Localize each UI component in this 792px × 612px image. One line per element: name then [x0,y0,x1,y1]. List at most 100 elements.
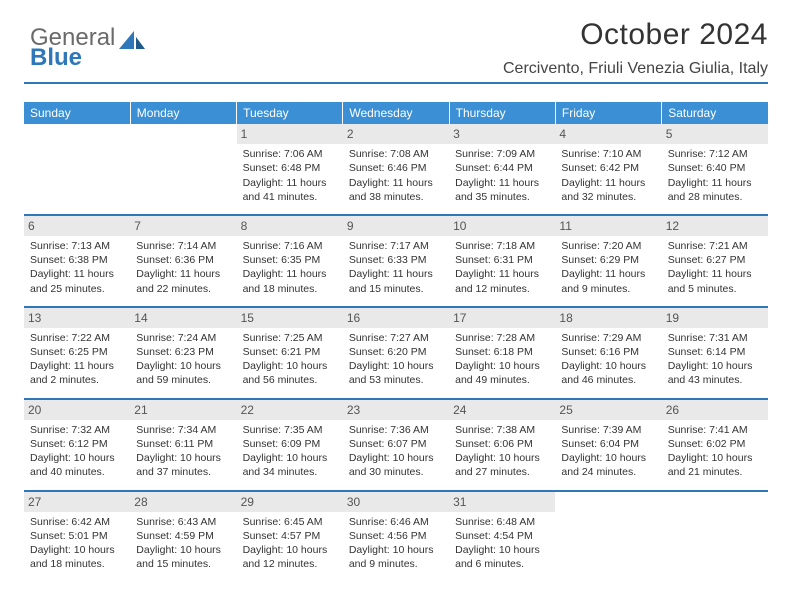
day-detail: Sunrise: 7:31 AMSunset: 6:14 PMDaylight:… [668,331,762,388]
calendar-day-cell: 25Sunrise: 7:39 AMSunset: 6:04 PMDayligh… [555,399,661,491]
calendar-day-cell: 3Sunrise: 7:09 AMSunset: 6:44 PMDaylight… [449,124,555,215]
day-detail: Sunrise: 7:12 AMSunset: 6:40 PMDaylight:… [668,147,762,204]
day-number: 29 [237,492,343,512]
day-number: 23 [343,400,449,420]
calendar-day-cell [555,491,661,582]
day-number: 13 [24,308,130,328]
calendar-day-cell: 9 Sunrise: 7:17 AMSunset: 6:33 PMDaylight… [343,215,449,307]
day-number: 2 [343,124,449,144]
calendar-week-row: 27 Sunrise: 6:42 AMSunset: 5:01 PMDayligh… [24,491,768,582]
day-detail: Sunrise: 7:21 AMSunset: 6:27 PMDaylight:… [668,239,762,296]
day-number: 12 [662,216,768,236]
day-detail: Sunrise: 7:32 AMSunset: 6:12 PMDaylight:… [30,423,124,480]
day-detail: Sunrise: 7:10 AMSunset: 6:42 PMDaylight:… [561,147,655,204]
day-number: 6 [24,216,130,236]
calendar-week-row: 13 Sunrise: 7:22 AMSunset: 6:25 PMDayligh… [24,307,768,399]
day-detail: Sunrise: 7:41 AMSunset: 6:02 PMDaylight:… [668,423,762,480]
weekday-header-row: Sunday Monday Tuesday Wednesday Thursday… [24,102,768,124]
weekday-header: Sunday [24,102,130,124]
day-number: 19 [662,308,768,328]
day-number: 8 [237,216,343,236]
calendar-day-cell: 10Sunrise: 7:18 AMSunset: 6:31 PMDayligh… [449,215,555,307]
day-number: 31 [449,492,555,512]
calendar-day-cell: 1 Sunrise: 7:06 AMSunset: 6:48 PMDaylight… [237,124,343,215]
day-detail: Sunrise: 7:17 AMSunset: 6:33 PMDaylight:… [349,239,443,296]
calendar-day-cell: 31 Sunrise: 6:48 AMSunset: 4:54 PMDayligh… [449,491,555,582]
calendar-day-cell: 19 Sunrise: 7:31 AMSunset: 6:14 PMDayligh… [662,307,768,399]
calendar-day-cell: 15 Sunrise: 7:25 AMSunset: 6:21 PMDayligh… [237,307,343,399]
day-number: 24 [449,400,555,420]
day-number: 7 [130,216,236,236]
calendar-table: Sunday Monday Tuesday Wednesday Thursday… [24,102,768,581]
day-detail: Sunrise: 6:42 AMSunset: 5:01 PMDaylight:… [30,515,124,572]
calendar-week-row: 20Sunrise: 7:32 AMSunset: 6:12 PMDayligh… [24,399,768,491]
day-detail: Sunrise: 7:06 AMSunset: 6:48 PMDaylight:… [243,147,337,204]
day-detail: Sunrise: 7:22 AMSunset: 6:25 PMDaylight:… [30,331,124,388]
day-detail: Sunrise: 7:27 AMSunset: 6:20 PMDaylight:… [349,331,443,388]
calendar-day-cell: 21 Sunrise: 7:34 AMSunset: 6:11 PMDayligh… [130,399,236,491]
day-number: 3 [449,124,555,144]
weekday-header: Tuesday [237,102,343,124]
day-number: 10 [449,216,555,236]
day-number: 15 [237,308,343,328]
calendar-day-cell: 18 Sunrise: 7:29 AMSunset: 6:16 PMDayligh… [555,307,661,399]
day-detail: Sunrise: 7:39 AMSunset: 6:04 PMDaylight:… [561,423,655,480]
weekday-header: Friday [555,102,661,124]
calendar-day-cell: 30Sunrise: 6:46 AMSunset: 4:56 PMDayligh… [343,491,449,582]
calendar-day-cell: 12 Sunrise: 7:21 AMSunset: 6:27 PMDayligh… [662,215,768,307]
day-number: 18 [555,308,661,328]
calendar-day-cell: 26Sunrise: 7:41 AMSunset: 6:02 PMDayligh… [662,399,768,491]
calendar-day-cell: 27 Sunrise: 6:42 AMSunset: 5:01 PMDayligh… [24,491,130,582]
calendar-day-cell: 23 Sunrise: 7:36 AMSunset: 6:07 PMDayligh… [343,399,449,491]
calendar-day-cell: 2 Sunrise: 7:08 AMSunset: 6:46 PMDaylight… [343,124,449,215]
day-detail: Sunrise: 6:45 AMSunset: 4:57 PMDaylight:… [243,515,337,572]
day-detail: Sunrise: 7:14 AMSunset: 6:36 PMDaylight:… [136,239,230,296]
calendar-day-cell: 29 Sunrise: 6:45 AMSunset: 4:57 PMDayligh… [237,491,343,582]
day-number: 1 [237,124,343,144]
day-detail: Sunrise: 7:34 AMSunset: 6:11 PMDaylight:… [136,423,230,480]
day-number: 16 [343,308,449,328]
calendar-day-cell: 28Sunrise: 6:43 AMSunset: 4:59 PMDayligh… [130,491,236,582]
calendar-day-cell: 22Sunrise: 7:35 AMSunset: 6:09 PMDayligh… [237,399,343,491]
day-detail: Sunrise: 7:16 AMSunset: 6:35 PMDaylight:… [243,239,337,296]
day-number: 28 [130,492,236,512]
calendar-day-cell: 14 Sunrise: 7:24 AMSunset: 6:23 PMDayligh… [130,307,236,399]
day-number: 27 [24,492,130,512]
weekday-header: Wednesday [343,102,449,124]
day-number: 11 [555,216,661,236]
day-number: 9 [343,216,449,236]
day-number: 21 [130,400,236,420]
day-detail: Sunrise: 7:29 AMSunset: 6:16 PMDaylight:… [561,331,655,388]
day-number: 14 [130,308,236,328]
calendar-day-cell: 7 Sunrise: 7:14 AMSunset: 6:36 PMDaylight… [130,215,236,307]
calendar-day-cell: 17Sunrise: 7:28 AMSunset: 6:18 PMDayligh… [449,307,555,399]
weekday-header: Thursday [449,102,555,124]
month-title: October 2024 [24,18,768,52]
day-detail: Sunrise: 7:25 AMSunset: 6:21 PMDaylight:… [243,331,337,388]
day-detail: Sunrise: 7:28 AMSunset: 6:18 PMDaylight:… [455,331,549,388]
calendar-day-cell: 11 Sunrise: 7:20 AMSunset: 6:29 PMDayligh… [555,215,661,307]
calendar-day-cell: 24 Sunrise: 7:38 AMSunset: 6:06 PMDayligh… [449,399,555,491]
day-detail: Sunrise: 7:20 AMSunset: 6:29 PMDaylight:… [561,239,655,296]
calendar-day-cell: 5 Sunrise: 7:12 AMSunset: 6:40 PMDaylight… [662,124,768,215]
day-detail: Sunrise: 7:36 AMSunset: 6:07 PMDaylight:… [349,423,443,480]
header: General Blue October 2024 Cercivento, Fr… [24,18,768,96]
calendar-day-cell: 4Sunrise: 7:10 AMSunset: 6:42 PMDaylight… [555,124,661,215]
calendar-day-cell: 13 Sunrise: 7:22 AMSunset: 6:25 PMDayligh… [24,307,130,399]
calendar-day-cell: 8 Sunrise: 7:16 AMSunset: 6:35 PMDaylight… [237,215,343,307]
day-number: 5 [662,124,768,144]
day-number: 22 [237,400,343,420]
calendar-day-cell: 6 Sunrise: 7:13 AMSunset: 6:38 PMDaylight… [24,215,130,307]
location-line: Cercivento, Friuli Venezia Giulia, Italy [24,60,768,84]
calendar-day-cell: 16 Sunrise: 7:27 AMSunset: 6:20 PMDayligh… [343,307,449,399]
day-detail: Sunrise: 7:24 AMSunset: 6:23 PMDaylight:… [136,331,230,388]
calendar-week-row: 6 Sunrise: 7:13 AMSunset: 6:38 PMDaylight… [24,215,768,307]
day-number: 30 [343,492,449,512]
calendar-week-row: 1 Sunrise: 7:06 AMSunset: 6:48 PMDaylight… [24,124,768,215]
day-detail: Sunrise: 6:48 AMSunset: 4:54 PMDaylight:… [455,515,549,572]
calendar-day-cell [24,124,130,215]
day-detail: Sunrise: 7:13 AMSunset: 6:38 PMDaylight:… [30,239,124,296]
day-detail: Sunrise: 7:38 AMSunset: 6:06 PMDaylight:… [455,423,549,480]
day-detail: Sunrise: 7:08 AMSunset: 6:46 PMDaylight:… [349,147,443,204]
calendar-day-cell [662,491,768,582]
